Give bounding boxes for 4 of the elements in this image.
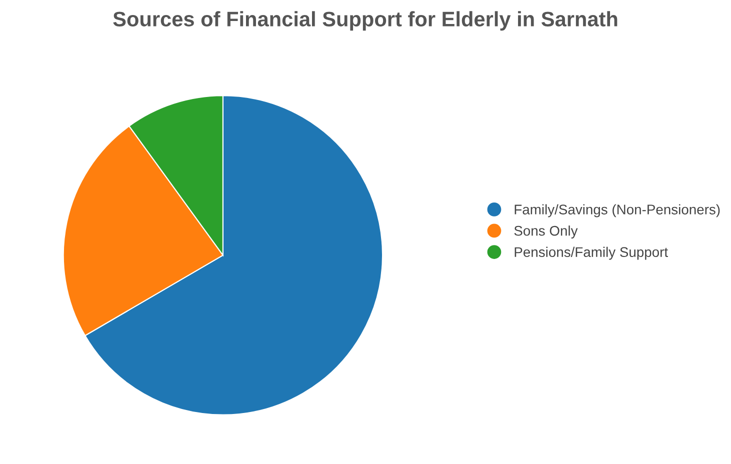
chart-title: Sources of Financial Support for Elderly in Sarnath — [113, 11, 618, 31]
legend-label: Pensions/Family Support — [514, 246, 668, 260]
legend-label: Sons Only — [514, 226, 578, 238]
legend-label: Family/Savings (Non-Pensioners) — [514, 204, 720, 218]
